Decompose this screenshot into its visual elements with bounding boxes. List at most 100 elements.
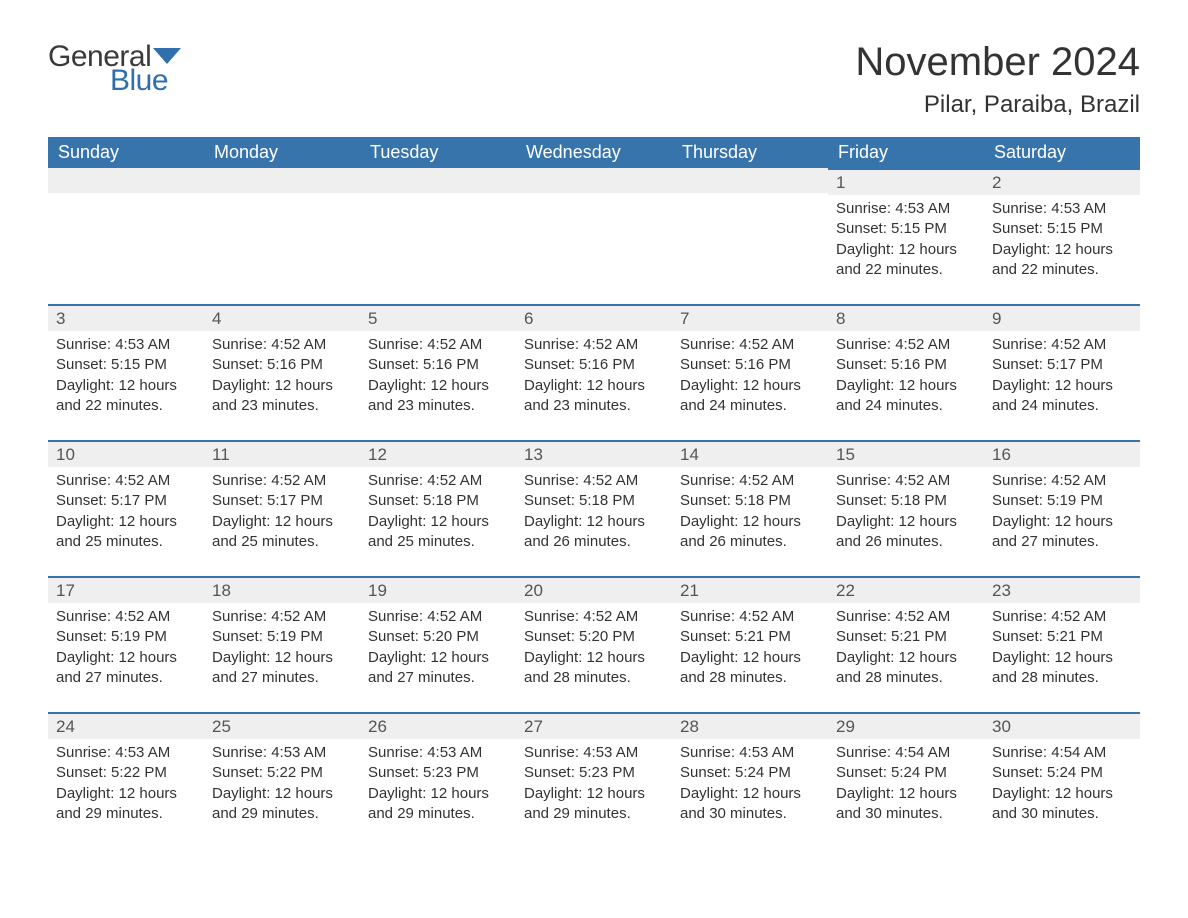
sunset-line: Sunset: 5:24 PM: [680, 763, 820, 783]
daylight-line: Daylight: 12 hours and 28 minutes.: [680, 648, 820, 689]
daylight-line: Daylight: 12 hours and 27 minutes.: [56, 648, 196, 689]
sunrise-line: Sunrise: 4:52 AM: [992, 607, 1132, 627]
calendar-week-row: 1Sunrise: 4:53 AMSunset: 5:15 PMDaylight…: [48, 168, 1140, 304]
sunrise-line: Sunrise: 4:53 AM: [836, 199, 976, 219]
weekday-header: Friday: [828, 137, 984, 168]
calendar-week-row: 24Sunrise: 4:53 AMSunset: 5:22 PMDayligh…: [48, 712, 1140, 848]
day-body: Sunrise: 4:52 AMSunset: 5:21 PMDaylight:…: [828, 603, 984, 694]
day-body: Sunrise: 4:52 AMSunset: 5:20 PMDaylight:…: [516, 603, 672, 694]
sunrise-line: Sunrise: 4:52 AM: [524, 335, 664, 355]
day-body: Sunrise: 4:53 AMSunset: 5:15 PMDaylight:…: [984, 195, 1140, 286]
day-number: 9: [984, 304, 1140, 331]
day-body: Sunrise: 4:53 AMSunset: 5:23 PMDaylight:…: [360, 739, 516, 830]
day-body: Sunrise: 4:54 AMSunset: 5:24 PMDaylight:…: [828, 739, 984, 830]
sunset-line: Sunset: 5:16 PM: [836, 355, 976, 375]
calendar-cell: 26Sunrise: 4:53 AMSunset: 5:23 PMDayligh…: [360, 712, 516, 848]
calendar-cell: 16Sunrise: 4:52 AMSunset: 5:19 PMDayligh…: [984, 440, 1140, 576]
sunrise-line: Sunrise: 4:53 AM: [524, 743, 664, 763]
day-body: Sunrise: 4:54 AMSunset: 5:24 PMDaylight:…: [984, 739, 1140, 830]
sunrise-line: Sunrise: 4:54 AM: [992, 743, 1132, 763]
sunrise-line: Sunrise: 4:53 AM: [992, 199, 1132, 219]
calendar-cell: 29Sunrise: 4:54 AMSunset: 5:24 PMDayligh…: [828, 712, 984, 848]
calendar-cell: 3Sunrise: 4:53 AMSunset: 5:15 PMDaylight…: [48, 304, 204, 440]
day-body: Sunrise: 4:52 AMSunset: 5:16 PMDaylight:…: [672, 331, 828, 422]
day-number: 30: [984, 712, 1140, 739]
sunset-line: Sunset: 5:24 PM: [836, 763, 976, 783]
day-number: 5: [360, 304, 516, 331]
day-body: Sunrise: 4:52 AMSunset: 5:18 PMDaylight:…: [828, 467, 984, 558]
day-body: Sunrise: 4:52 AMSunset: 5:19 PMDaylight:…: [48, 603, 204, 694]
calendar-cell: 8Sunrise: 4:52 AMSunset: 5:16 PMDaylight…: [828, 304, 984, 440]
day-number: 17: [48, 576, 204, 603]
day-body: Sunrise: 4:52 AMSunset: 5:18 PMDaylight:…: [516, 467, 672, 558]
sunset-line: Sunset: 5:19 PM: [56, 627, 196, 647]
calendar-table: Sunday Monday Tuesday Wednesday Thursday…: [48, 137, 1140, 848]
sunrise-line: Sunrise: 4:53 AM: [368, 743, 508, 763]
sunset-line: Sunset: 5:19 PM: [212, 627, 352, 647]
weekday-header: Saturday: [984, 137, 1140, 168]
sunset-line: Sunset: 5:16 PM: [212, 355, 352, 375]
sunrise-line: Sunrise: 4:52 AM: [56, 471, 196, 491]
day-body: Sunrise: 4:52 AMSunset: 5:19 PMDaylight:…: [204, 603, 360, 694]
calendar-cell: 9Sunrise: 4:52 AMSunset: 5:17 PMDaylight…: [984, 304, 1140, 440]
day-body: Sunrise: 4:52 AMSunset: 5:17 PMDaylight:…: [984, 331, 1140, 422]
day-body: Sunrise: 4:53 AMSunset: 5:22 PMDaylight:…: [48, 739, 204, 830]
calendar-cell: [48, 168, 204, 304]
daylight-line: Daylight: 12 hours and 25 minutes.: [56, 512, 196, 553]
day-body: Sunrise: 4:53 AMSunset: 5:24 PMDaylight:…: [672, 739, 828, 830]
day-number: 19: [360, 576, 516, 603]
day-number: [672, 168, 828, 193]
day-number: 23: [984, 576, 1140, 603]
calendar-cell: 23Sunrise: 4:52 AMSunset: 5:21 PMDayligh…: [984, 576, 1140, 712]
day-number: 28: [672, 712, 828, 739]
day-number: 12: [360, 440, 516, 467]
day-number: 7: [672, 304, 828, 331]
calendar-cell: 5Sunrise: 4:52 AMSunset: 5:16 PMDaylight…: [360, 304, 516, 440]
daylight-line: Daylight: 12 hours and 22 minutes.: [836, 240, 976, 281]
day-body: Sunrise: 4:53 AMSunset: 5:15 PMDaylight:…: [48, 331, 204, 422]
daylight-line: Daylight: 12 hours and 23 minutes.: [212, 376, 352, 417]
daylight-line: Daylight: 12 hours and 29 minutes.: [368, 784, 508, 825]
day-number: 20: [516, 576, 672, 603]
calendar-cell: 21Sunrise: 4:52 AMSunset: 5:21 PMDayligh…: [672, 576, 828, 712]
daylight-line: Daylight: 12 hours and 24 minutes.: [992, 376, 1132, 417]
day-body: [516, 193, 672, 203]
day-body: Sunrise: 4:52 AMSunset: 5:17 PMDaylight:…: [204, 467, 360, 558]
title-block: November 2024 Pilar, Paraiba, Brazil: [855, 40, 1140, 119]
calendar-cell: 12Sunrise: 4:52 AMSunset: 5:18 PMDayligh…: [360, 440, 516, 576]
calendar-cell: 18Sunrise: 4:52 AMSunset: 5:19 PMDayligh…: [204, 576, 360, 712]
daylight-line: Daylight: 12 hours and 28 minutes.: [992, 648, 1132, 689]
day-body: [672, 193, 828, 203]
sunset-line: Sunset: 5:18 PM: [836, 491, 976, 511]
logo: General Blue: [48, 40, 181, 98]
calendar-cell: 10Sunrise: 4:52 AMSunset: 5:17 PMDayligh…: [48, 440, 204, 576]
sunrise-line: Sunrise: 4:54 AM: [836, 743, 976, 763]
weekday-header: Monday: [204, 137, 360, 168]
calendar-cell: 2Sunrise: 4:53 AMSunset: 5:15 PMDaylight…: [984, 168, 1140, 304]
sunset-line: Sunset: 5:16 PM: [680, 355, 820, 375]
day-number: 2: [984, 168, 1140, 195]
sunrise-line: Sunrise: 4:53 AM: [212, 743, 352, 763]
day-body: Sunrise: 4:52 AMSunset: 5:21 PMDaylight:…: [984, 603, 1140, 694]
daylight-line: Daylight: 12 hours and 25 minutes.: [212, 512, 352, 553]
day-body: Sunrise: 4:52 AMSunset: 5:18 PMDaylight:…: [672, 467, 828, 558]
daylight-line: Daylight: 12 hours and 23 minutes.: [368, 376, 508, 417]
daylight-line: Daylight: 12 hours and 22 minutes.: [56, 376, 196, 417]
calendar-cell: [516, 168, 672, 304]
daylight-line: Daylight: 12 hours and 26 minutes.: [524, 512, 664, 553]
day-number: [360, 168, 516, 193]
weekday-header-row: Sunday Monday Tuesday Wednesday Thursday…: [48, 137, 1140, 168]
sunset-line: Sunset: 5:22 PM: [212, 763, 352, 783]
weekday-header: Wednesday: [516, 137, 672, 168]
calendar-cell: 4Sunrise: 4:52 AMSunset: 5:16 PMDaylight…: [204, 304, 360, 440]
calendar-cell: 24Sunrise: 4:53 AMSunset: 5:22 PMDayligh…: [48, 712, 204, 848]
sunrise-line: Sunrise: 4:53 AM: [56, 335, 196, 355]
sunset-line: Sunset: 5:21 PM: [680, 627, 820, 647]
sunset-line: Sunset: 5:18 PM: [524, 491, 664, 511]
sunrise-line: Sunrise: 4:52 AM: [368, 335, 508, 355]
sunrise-line: Sunrise: 4:52 AM: [836, 335, 976, 355]
day-body: [48, 193, 204, 203]
calendar-cell: 7Sunrise: 4:52 AMSunset: 5:16 PMDaylight…: [672, 304, 828, 440]
daylight-line: Daylight: 12 hours and 29 minutes.: [212, 784, 352, 825]
calendar-cell: 1Sunrise: 4:53 AMSunset: 5:15 PMDaylight…: [828, 168, 984, 304]
